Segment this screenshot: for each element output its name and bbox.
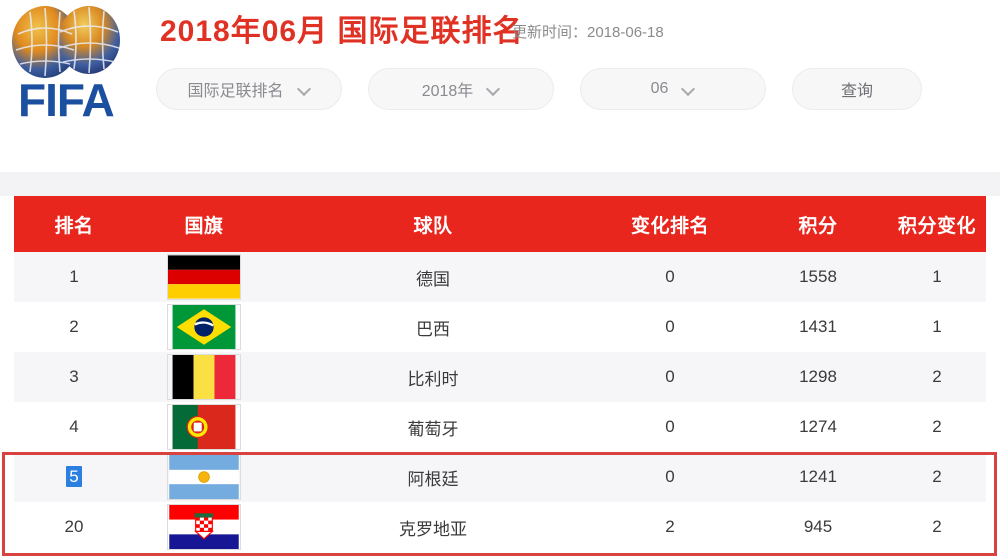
chevron-down-icon — [298, 83, 311, 96]
table-row[interactable]: 2 巴西 0 1431 1 — [14, 302, 986, 352]
column-header-rank: 排名 — [54, 215, 94, 237]
cell-points: 945 — [803, 517, 833, 536]
cell-rank: 5 — [14, 466, 134, 487]
select-year[interactable]: 2018年 — [368, 68, 554, 110]
cell-rank-change: 0 — [665, 367, 675, 386]
argentina-flag — [167, 454, 241, 500]
section-divider — [0, 172, 1000, 196]
cell-flag — [134, 304, 274, 350]
cell-team: 克罗地亚 — [399, 519, 467, 539]
updated-time-label: 更新时间：2018-06-18 — [512, 24, 664, 41]
page-title: 2018年06月 国际足联排名 — [160, 15, 524, 48]
filter-controls: 国际足联排名 2018年 06 查询 — [0, 68, 1000, 118]
cell-flag — [134, 354, 274, 400]
cell-points-change: 1 — [932, 267, 942, 286]
cell-rank-change: 0 — [665, 467, 675, 486]
cell-flag — [134, 404, 274, 450]
cell-rank-change: 0 — [665, 417, 675, 436]
cell-flag — [134, 254, 274, 300]
cell-flag — [134, 504, 274, 550]
chevron-down-icon — [682, 83, 695, 96]
cell-rank: 20 — [64, 517, 84, 536]
portugal-flag — [167, 404, 241, 450]
table-row[interactable]: 20 — [14, 502, 986, 552]
cell-points: 1274 — [799, 417, 837, 436]
select-ranking-type[interactable]: 国际足联排名 — [156, 68, 342, 110]
table-row[interactable]: 1 德国 0 1558 1 — [14, 252, 986, 302]
cell-team: 葡萄牙 — [407, 419, 459, 439]
chevron-down-icon — [487, 83, 500, 96]
selected-rank-text[interactable]: 5 — [66, 466, 82, 487]
germany-flag — [167, 254, 241, 300]
cell-team: 巴西 — [416, 319, 450, 339]
column-header-points-change: 积分变化 — [897, 215, 976, 237]
cell-points: 1431 — [799, 317, 837, 336]
cell-rank: 1 — [69, 267, 79, 286]
cell-points-change: 2 — [932, 417, 942, 436]
cell-rank: 4 — [69, 417, 79, 436]
cell-rank-change: 0 — [665, 317, 675, 336]
croatia-flag — [167, 504, 241, 550]
table-header-row: 排名 国旗 球队 变化排名 积分 积分变化 — [14, 196, 986, 252]
column-header-rank-change: 变化排名 — [630, 215, 709, 237]
belgium-flag — [167, 354, 241, 400]
table-row[interactable]: 4 葡萄牙 0 1274 2 — [14, 402, 986, 452]
query-button-label: 查询 — [840, 83, 873, 100]
cell-points-change: 2 — [932, 467, 942, 486]
table-row[interactable]: 5 阿根廷 0 1241 2 — [14, 452, 986, 502]
cell-rank-change: 2 — [665, 517, 675, 536]
cell-points-change: 2 — [932, 367, 942, 386]
cell-team: 比利时 — [407, 369, 459, 389]
page-header: FIFA 2018年06月 国际足联排名 更新时间：2018-06-18 国际足… — [0, 0, 1000, 172]
column-header-team: 球队 — [413, 215, 453, 237]
cell-team: 德国 — [416, 269, 450, 289]
ranking-table: 排名 国旗 球队 变化排名 积分 积分变化 1 德国 0 1558 1 2 — [14, 196, 986, 552]
cell-rank: 3 — [69, 367, 79, 386]
cell-rank: 2 — [69, 317, 79, 336]
brazil-flag — [167, 304, 241, 350]
column-header-points: 积分 — [798, 215, 838, 237]
cell-flag — [134, 454, 274, 500]
select-month-value: 06 — [650, 80, 669, 97]
select-year-value: 2018年 — [421, 83, 474, 100]
query-button[interactable]: 查询 — [792, 68, 922, 110]
cell-team: 阿根廷 — [407, 469, 459, 489]
cell-points-change: 1 — [932, 317, 942, 336]
column-header-flag: 国旗 — [184, 215, 224, 237]
cell-points: 1298 — [799, 367, 837, 386]
select-ranking-type-value: 国际足联排名 — [187, 83, 284, 100]
fifa-logo-icon: FIFA — [8, 4, 126, 122]
svg-text:FIFA: FIFA — [18, 74, 114, 122]
cell-points: 1558 — [799, 267, 837, 286]
select-month[interactable]: 06 — [580, 68, 766, 110]
cell-rank-change: 0 — [665, 267, 675, 286]
table-row[interactable]: 3 比利时 0 1298 2 — [14, 352, 986, 402]
cell-points: 1241 — [799, 467, 837, 486]
cell-points-change: 2 — [932, 517, 942, 536]
